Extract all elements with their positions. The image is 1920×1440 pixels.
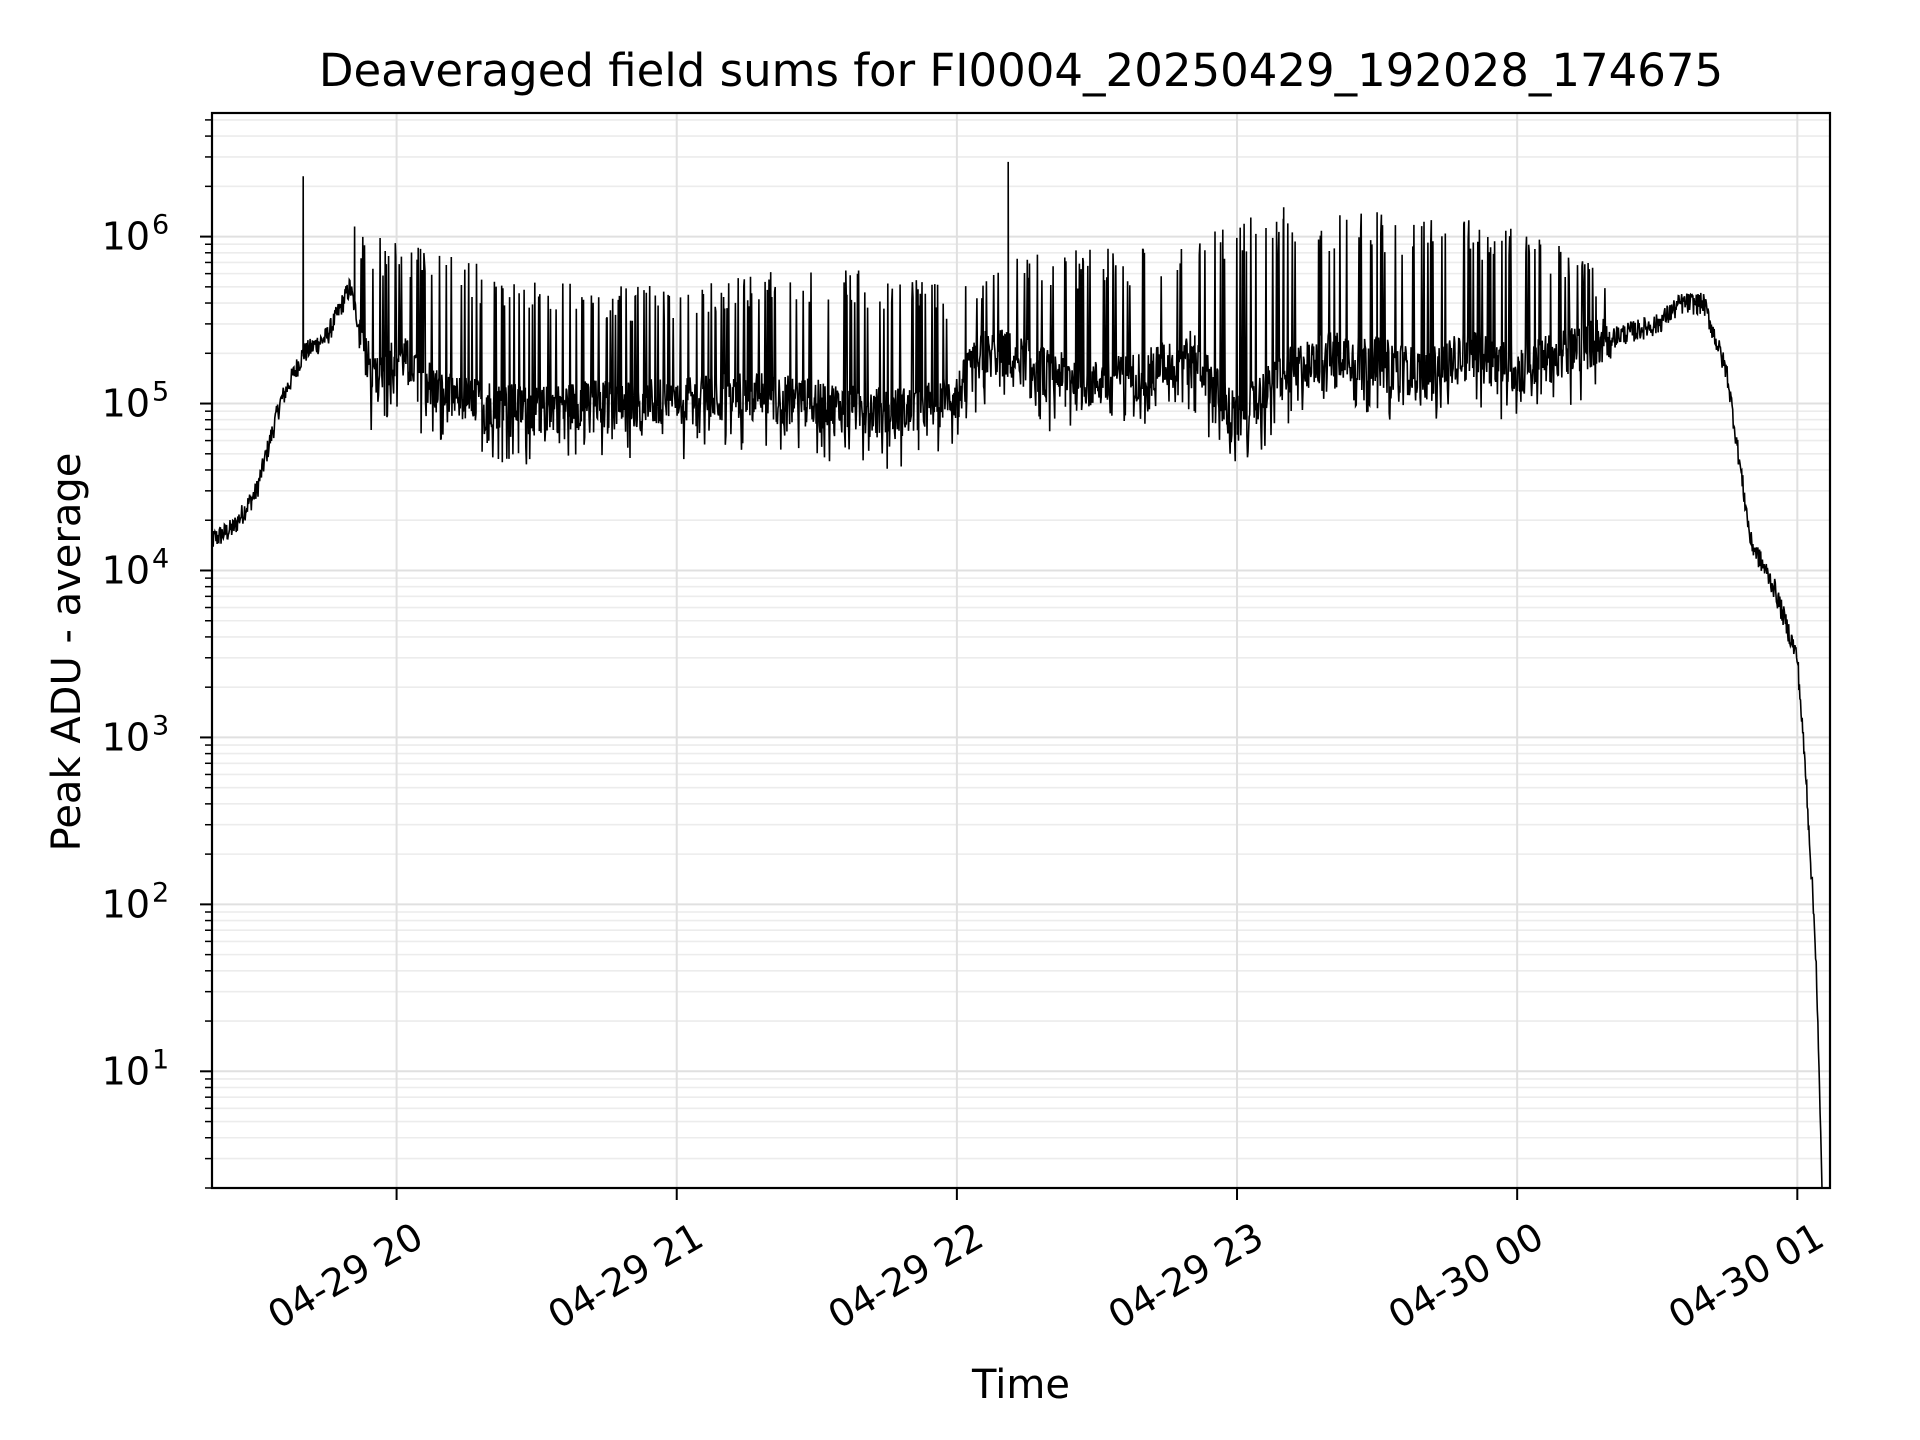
chart-title: Deaveraged field sums for FI0004_2025042… (319, 44, 1723, 97)
grid (212, 113, 1830, 1189)
y-tick-label: 10 (102, 715, 150, 759)
y-tick-label: 10 (102, 215, 150, 259)
y-tick-label: 10 (102, 382, 150, 426)
x-axis-label: Time (971, 1362, 1070, 1408)
y-tick-label-exponent: 5 (152, 377, 169, 408)
y-tick-label-exponent: 3 (152, 710, 169, 741)
y-tick-label-exponent: 6 (152, 210, 169, 241)
y-tick-label-exponent: 2 (152, 877, 169, 908)
y-tick-label: 10 (102, 548, 150, 592)
plot-frame (210, 111, 1832, 1190)
y-tick-label: 10 (102, 1049, 150, 1093)
y-tick-label-exponent: 1 (152, 1044, 169, 1075)
y-tick-label-exponent: 4 (152, 543, 169, 574)
series-line (212, 161, 1823, 1188)
y-axis-label: Peak ADU - average (44, 453, 90, 852)
y-tick-label: 10 (102, 882, 150, 926)
